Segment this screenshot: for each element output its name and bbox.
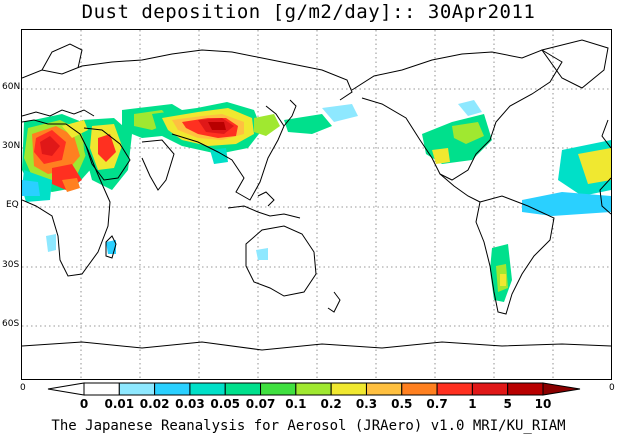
colorbar-box <box>154 382 191 396</box>
lat-label-eq: EQ <box>6 200 19 210</box>
colorbar-box <box>365 382 403 396</box>
lat-label-30s: 30S <box>2 260 20 270</box>
colorbar-box <box>260 382 297 396</box>
map-frame <box>21 29 612 380</box>
colorbar-tick-label: 0.03 <box>175 397 205 411</box>
colorbar-box <box>471 382 509 396</box>
colorbar-tick-label: 0.2 <box>320 397 342 411</box>
lat-label-60n: 60N <box>2 82 21 92</box>
world-map <box>22 30 611 379</box>
colorbar-tick-label: 5 <box>503 397 512 411</box>
colorbar-tick-label: 0.1 <box>285 397 307 411</box>
lat-label-60s: 60S <box>2 319 20 329</box>
colorbar-tick-label: 0.05 <box>210 397 241 411</box>
colorbar-tick-label: 0.5 <box>391 397 413 411</box>
dust-shading <box>22 100 611 302</box>
colorbar-box <box>295 382 332 396</box>
edge-label-left: 0 <box>20 383 26 393</box>
colorbar-tick-label: 0.07 <box>245 397 276 411</box>
colorbar-tick-label: 0.02 <box>139 397 170 411</box>
colorbar-box <box>83 382 120 396</box>
colorbar-box <box>224 382 262 396</box>
colorbar-tick-label: 1 <box>468 397 477 411</box>
edge-label-right: 0 <box>609 383 615 393</box>
lat-label-30n: 30N <box>2 141 21 151</box>
colorbar-box <box>401 382 438 396</box>
coastlines <box>22 39 611 351</box>
map-title: Dust deposition [g/m2/day]:: 30Apr2011 <box>81 1 536 23</box>
colorbar-tick-label: 0.7 <box>426 397 448 411</box>
colorbar-tick-label: 0.01 <box>104 397 135 411</box>
colorbar-arrow-low <box>47 382 85 396</box>
colorbar-tick-label: 0 <box>79 397 89 411</box>
colorbar-box <box>189 382 226 396</box>
colorbar <box>47 382 581 396</box>
colorbar-box <box>330 382 367 396</box>
footer-credit: The Japanese Reanalysis for Aerosol (JRA… <box>51 418 566 434</box>
colorbar-arrow-high <box>542 382 581 396</box>
colorbar-tick-label: 10 <box>534 397 552 411</box>
colorbar-box <box>507 382 544 396</box>
colorbar-tick-label: 0.3 <box>355 397 378 411</box>
gridlines <box>22 30 611 379</box>
colorbar-box <box>118 382 156 396</box>
colorbar-box <box>436 382 473 396</box>
